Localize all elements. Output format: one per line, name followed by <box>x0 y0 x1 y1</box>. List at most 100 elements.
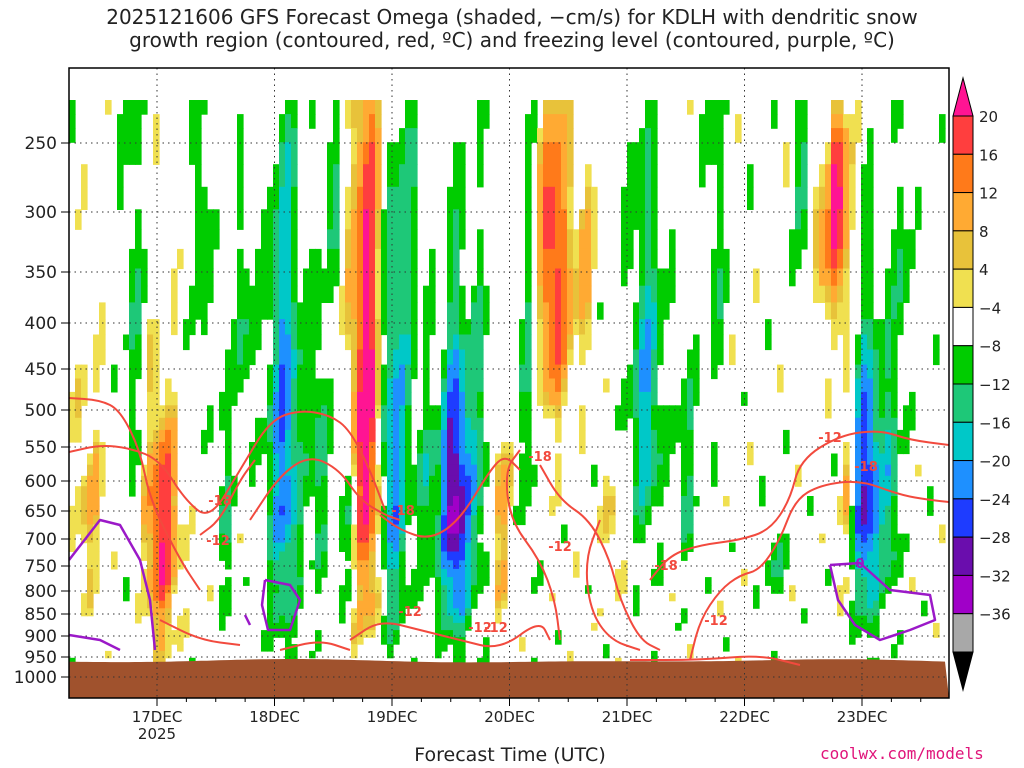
omega-cell <box>519 644 526 652</box>
omega-cell <box>555 128 562 143</box>
omega-cell <box>147 334 154 351</box>
omega-cell <box>897 285 904 303</box>
omega-cell <box>663 417 670 431</box>
freezing-level-contours: 0 <box>69 518 937 652</box>
omega-cell <box>195 142 202 165</box>
omega-cell <box>381 248 388 270</box>
omega-cell <box>447 475 454 487</box>
omega-cell <box>477 585 484 594</box>
omega-cell <box>849 630 856 638</box>
omega-cell <box>357 505 364 516</box>
omega-cell <box>879 568 886 578</box>
omega-cell <box>411 505 418 516</box>
omega-cell <box>135 453 142 466</box>
omega-cell <box>855 464 862 477</box>
omega-cell <box>627 164 634 188</box>
omega-cell <box>687 524 694 535</box>
omega-cell <box>387 542 394 552</box>
omega-cell <box>651 209 658 230</box>
omega-cell <box>549 364 556 380</box>
omega-cell <box>501 600 508 609</box>
omega-cell <box>93 551 100 561</box>
omega-cell <box>783 142 790 165</box>
omega-cell <box>567 302 574 320</box>
omega-cell <box>639 453 646 466</box>
omega-cell <box>279 229 286 250</box>
omega-cell <box>351 285 358 303</box>
omega-cell <box>873 577 880 586</box>
x-tick-label: 22DEC <box>719 708 770 726</box>
omega-cell <box>291 100 298 115</box>
omega-cell <box>405 186 412 210</box>
omega-cell <box>825 209 832 230</box>
omega-cell <box>861 600 868 609</box>
omega-cell <box>471 302 478 320</box>
omega-cell <box>393 533 400 544</box>
omega-cell <box>459 515 466 526</box>
omega-cell <box>405 464 412 477</box>
omega-cell <box>195 229 202 250</box>
omega-cell <box>651 285 658 303</box>
omega-cell <box>657 302 664 320</box>
omega-cell <box>885 391 892 406</box>
omega-cell <box>855 615 862 624</box>
omega-cell <box>141 585 148 594</box>
omega-cell <box>885 453 892 466</box>
omega-cell <box>369 364 376 380</box>
omega-cell <box>453 248 460 270</box>
omega-cell <box>357 608 364 617</box>
omega-cell <box>357 524 364 535</box>
omega-cell <box>129 378 136 393</box>
omega-cell <box>831 334 838 351</box>
omega-cell <box>351 524 358 535</box>
omega-cell <box>849 542 856 552</box>
omega-cell <box>663 464 670 477</box>
omega-cell <box>369 496 376 507</box>
omega-cell <box>207 209 214 230</box>
omega-cell <box>771 114 778 129</box>
omega-cell <box>249 319 256 336</box>
omega-cell <box>633 334 640 351</box>
omega-cell <box>207 417 214 431</box>
omega-cell <box>147 464 154 477</box>
dgz-contour-label: -18 <box>854 460 878 475</box>
omega-cell <box>309 100 316 115</box>
credit-link[interactable]: coolwx.com/models <box>820 744 984 763</box>
omega-cell <box>609 524 616 535</box>
colorbar-label: −20 <box>979 453 1011 471</box>
omega-cell <box>555 405 562 419</box>
omega-cell <box>921 608 928 617</box>
omega-cell <box>459 608 466 617</box>
omega-cell <box>285 486 292 497</box>
omega-cell <box>201 319 208 336</box>
omega-cell <box>549 114 556 129</box>
omega-cell <box>399 391 406 406</box>
omega-cell <box>621 405 628 419</box>
omega-cell <box>639 515 646 526</box>
colorbar-label: 8 <box>979 223 989 241</box>
omega-cell <box>447 442 454 455</box>
y-tick-label: 900 <box>25 627 57 647</box>
omega-cell <box>147 405 154 419</box>
omega-cell <box>171 417 178 431</box>
omega-cell <box>345 186 352 210</box>
omega-cell <box>297 524 304 535</box>
omega-cell <box>411 334 418 351</box>
omega-cell <box>201 268 208 287</box>
omega-cell <box>207 229 214 250</box>
omega-cell <box>279 334 286 351</box>
omega-cell <box>525 285 532 303</box>
omega-cell <box>531 585 538 594</box>
omega-cell <box>621 268 628 287</box>
dgz-contour-line <box>689 480 949 661</box>
omega-cell <box>465 496 472 507</box>
omega-cell <box>339 515 346 526</box>
omega-cell <box>81 486 88 497</box>
omega-cell <box>345 542 352 552</box>
omega-cell <box>363 622 370 631</box>
omega-cell <box>147 475 154 487</box>
omega-cell <box>363 164 370 188</box>
omega-cell <box>225 429 232 443</box>
omega-cell <box>441 391 448 406</box>
